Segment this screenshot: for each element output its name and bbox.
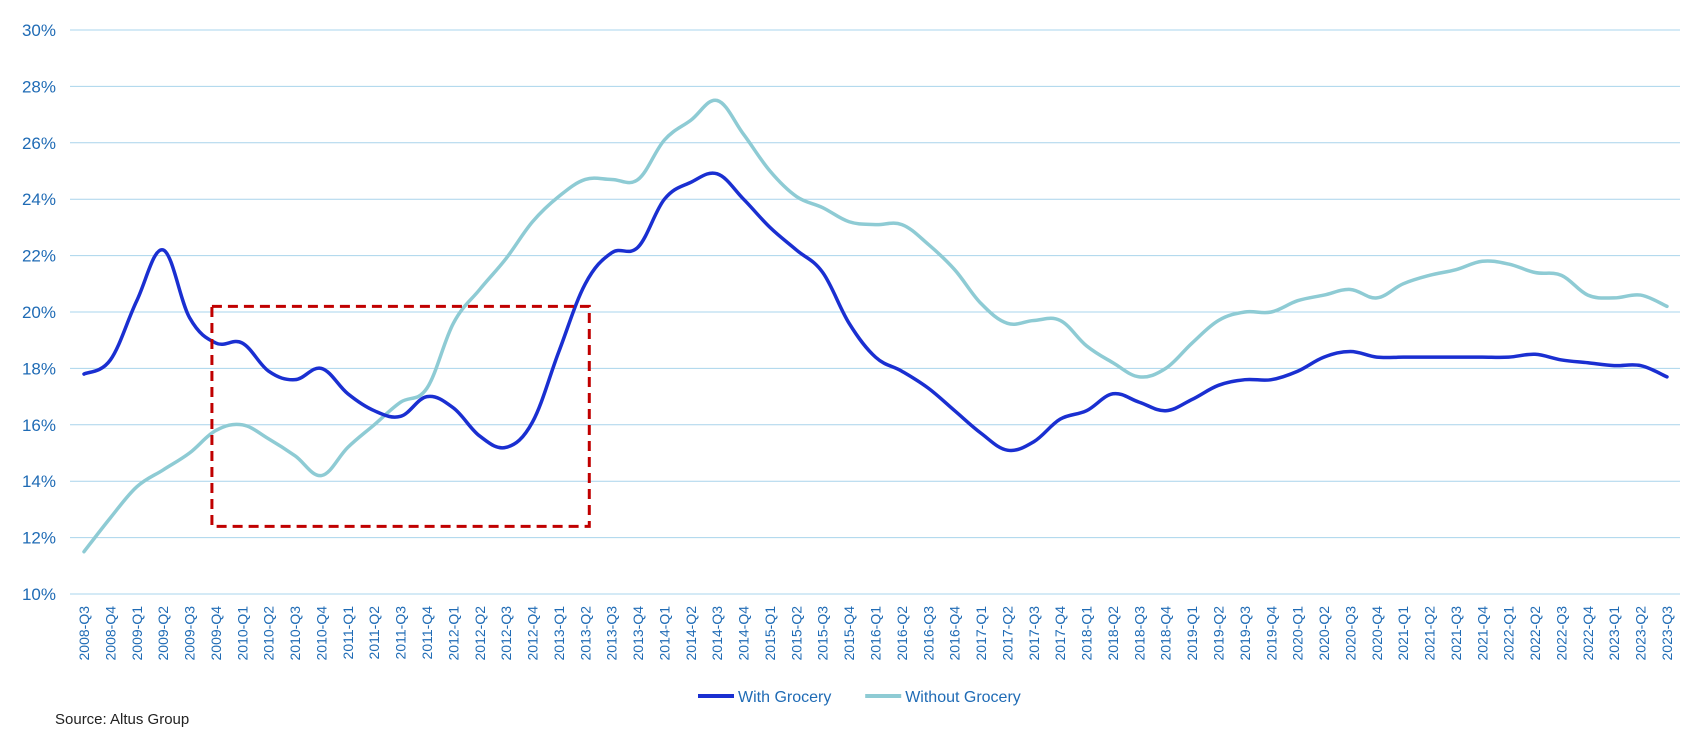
x-tick-label: 2019-Q2 xyxy=(1210,606,1226,661)
x-tick-label: 2009-Q4 xyxy=(208,606,224,661)
x-tick-label: 2015-Q2 xyxy=(788,606,804,661)
x-tick-label: 2021-Q3 xyxy=(1448,606,1464,661)
x-tick-label: 2020-Q4 xyxy=(1369,606,1385,661)
x-tick-label: 2015-Q3 xyxy=(815,606,831,661)
x-tick-label: 2016-Q1 xyxy=(868,606,884,661)
x-tick-label: 2010-Q2 xyxy=(261,606,277,661)
x-tick-label: 2019-Q3 xyxy=(1237,606,1253,661)
x-tick-label: 2018-Q3 xyxy=(1131,606,1147,661)
series-lines xyxy=(82,98,1669,554)
x-tick-label: 2021-Q2 xyxy=(1422,606,1438,661)
x-tick-label: 2012-Q1 xyxy=(445,606,461,661)
x-tick-label: 2010-Q1 xyxy=(234,606,250,661)
x-tick-label: 2018-Q2 xyxy=(1105,606,1121,661)
x-tick-label: 2014-Q4 xyxy=(736,606,752,661)
y-tick-label: 10% xyxy=(22,585,56,604)
x-tick-label: 2017-Q3 xyxy=(1026,606,1042,661)
x-tick-label: 2016-Q2 xyxy=(894,606,910,661)
series-line-with-grocery xyxy=(82,171,1669,453)
x-tick-label: 2017-Q1 xyxy=(973,606,989,661)
x-tick-label: 2015-Q4 xyxy=(841,606,857,661)
x-tick-label: 2018-Q1 xyxy=(1079,606,1095,661)
y-tick-label: 28% xyxy=(22,77,56,96)
y-tick-label: 22% xyxy=(22,247,56,266)
y-tick-label: 20% xyxy=(22,303,56,322)
gridlines xyxy=(70,29,1680,595)
x-tick-label: 2022-Q3 xyxy=(1553,606,1569,661)
x-tick-label: 2020-Q1 xyxy=(1290,606,1306,661)
legend: With Grocery Without Grocery xyxy=(698,689,1021,706)
x-tick-label: 2013-Q1 xyxy=(551,606,567,661)
x-tick-label: 2016-Q4 xyxy=(947,606,963,661)
x-tick-label: 2011-Q2 xyxy=(366,606,382,660)
x-tick-label: 2020-Q3 xyxy=(1342,606,1358,661)
x-tick-label: 2022-Q2 xyxy=(1527,606,1543,661)
x-tick-label: 2013-Q4 xyxy=(630,606,646,661)
y-tick-label: 18% xyxy=(22,359,56,378)
x-tick-label: 2009-Q2 xyxy=(155,606,171,661)
x-tick-label: 2013-Q3 xyxy=(604,606,620,661)
x-tick-label: 2022-Q1 xyxy=(1501,606,1517,661)
x-tick-label: 2021-Q1 xyxy=(1395,606,1411,661)
y-tick-label: 14% xyxy=(22,472,56,491)
legend-label-with-grocery: With Grocery xyxy=(738,689,831,706)
x-tick-label: 2014-Q2 xyxy=(683,606,699,661)
legend-label-without-grocery: Without Grocery xyxy=(905,689,1021,706)
x-tick-label: 2011-Q1 xyxy=(340,606,356,660)
x-tick-label: 2009-Q3 xyxy=(182,606,198,661)
source-note: Source: Altus Group xyxy=(55,711,190,728)
x-tick-label: 2008-Q4 xyxy=(102,606,118,661)
x-tick-label: 2017-Q4 xyxy=(1052,606,1068,661)
x-tick-label: 2010-Q3 xyxy=(287,606,303,661)
x-tick-label: 2023-Q1 xyxy=(1606,606,1622,661)
highlight-box xyxy=(210,304,591,528)
x-tick-label: 2021-Q4 xyxy=(1474,606,1490,661)
x-tick-label: 2010-Q4 xyxy=(313,606,329,661)
x-tick-label: 2012-Q2 xyxy=(472,606,488,661)
y-tick-label: 12% xyxy=(22,529,56,548)
x-tick-label: 2015-Q1 xyxy=(762,606,778,661)
x-tick-label: 2023-Q2 xyxy=(1633,606,1649,661)
x-tick-label: 2011-Q4 xyxy=(419,606,435,660)
x-tick-label: 2012-Q4 xyxy=(525,606,541,661)
x-tick-label: 2009-Q1 xyxy=(129,606,145,661)
annotations xyxy=(210,304,591,528)
y-tick-label: 30% xyxy=(22,21,56,40)
x-tick-label: 2008-Q3 xyxy=(76,606,92,661)
x-tick-label: 2011-Q3 xyxy=(393,606,409,660)
x-tick-label: 2013-Q2 xyxy=(577,606,593,661)
y-tick-label: 24% xyxy=(22,190,56,209)
y-axis-ticks: 10% 12% 14% 16% 18% 20% 22% 24% 26% 28% 30% xyxy=(22,21,56,604)
x-tick-label: 2023-Q3 xyxy=(1659,606,1675,661)
y-tick-label: 26% xyxy=(22,134,56,153)
x-tick-label: 2018-Q4 xyxy=(1158,606,1174,661)
x-tick-label: 2012-Q3 xyxy=(498,606,514,661)
x-tick-label: 2017-Q2 xyxy=(999,606,1015,661)
x-tick-label: 2022-Q4 xyxy=(1580,606,1596,661)
x-tick-label: 2016-Q3 xyxy=(920,606,936,661)
series-line-without-grocery xyxy=(82,98,1669,554)
x-tick-label: 2019-Q4 xyxy=(1263,606,1279,661)
x-tick-label: 2014-Q3 xyxy=(709,606,725,661)
x-axis-ticks: 2008-Q3 2008-Q4 2009-Q1 2009-Q2 2009-Q3 2009-… xyxy=(76,606,1675,661)
x-tick-label: 2020-Q2 xyxy=(1316,606,1332,661)
x-tick-label: 2014-Q1 xyxy=(656,606,672,661)
x-tick-label: 2019-Q1 xyxy=(1184,606,1200,661)
y-tick-label: 16% xyxy=(22,416,56,435)
